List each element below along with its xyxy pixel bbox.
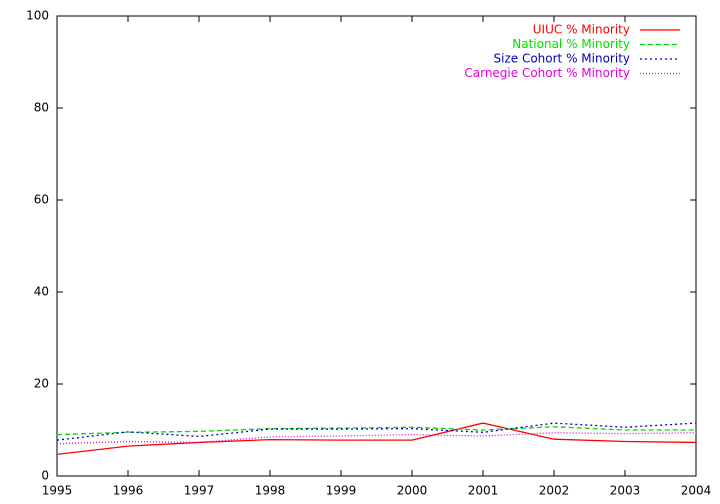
x-tick-label: 2002 [539,484,570,498]
legend-label: Size Cohort % Minority [494,52,631,66]
x-tick-label: 2001 [468,484,499,498]
y-tick-label: 20 [34,377,49,391]
x-tick-label: 2000 [397,484,428,498]
x-tick-label: 1999 [326,484,357,498]
x-tick-label: 2003 [610,484,641,498]
x-tick-label: 2004 [681,484,712,498]
legend-label: National % Minority [512,37,630,51]
plot-border [56,15,697,477]
x-tick-label: 1998 [255,484,286,498]
series-line [56,426,696,436]
series-line [56,422,697,441]
y-tick-label: 0 [41,469,49,483]
x-tick-label: 1996 [113,484,144,498]
legend-label: Carnegie Cohort % Minority [464,66,630,80]
y-tick-label: 80 [34,101,49,115]
y-tick-label: 60 [34,193,49,207]
series-line [56,422,697,456]
x-tick-label: 1997 [184,484,215,498]
legend-label: UIUC % Minority [533,23,630,37]
y-tick-label: 100 [26,9,49,23]
y-tick-label: 40 [34,285,49,299]
x-tick-label: 1995 [42,484,73,498]
series-line [56,432,697,445]
